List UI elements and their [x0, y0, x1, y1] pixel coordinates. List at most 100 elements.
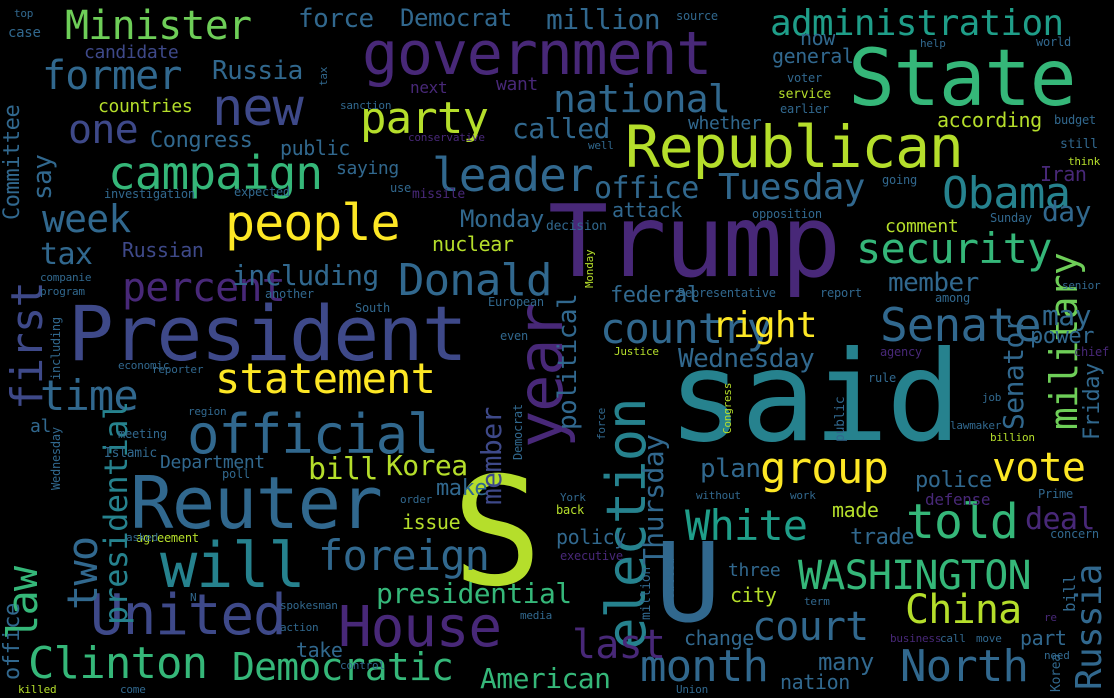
word-among: among: [935, 291, 970, 305]
word-including: including: [232, 259, 379, 292]
word-executive: back: [556, 503, 584, 517]
word-make: make: [436, 476, 488, 501]
word-come: need: [1044, 649, 1070, 662]
word-office: office: [594, 171, 699, 206]
word-secretary: office: [0, 603, 25, 680]
word-called: called: [512, 112, 610, 145]
word-investigation: investigation: [104, 187, 195, 201]
word-told: told: [906, 494, 1019, 550]
word-day: day: [1042, 195, 1091, 228]
word-russia: Russia: [212, 56, 303, 86]
word-without: order: [400, 493, 433, 506]
word-north: North: [900, 641, 1029, 692]
word-nation: nation: [780, 670, 850, 694]
word-companie: companie: [40, 271, 92, 284]
word-wednesday: Wednesday: [678, 344, 815, 374]
word-need: business: [890, 632, 942, 645]
word-bill: bill: [308, 452, 378, 487]
word-national: national: [553, 77, 731, 121]
word-representative: Representative: [678, 286, 776, 300]
word-court: court: [752, 604, 869, 650]
word-policy: policy: [556, 525, 626, 549]
word-u: U: [655, 519, 721, 647]
word-military: Committee: [0, 104, 25, 220]
word-syria: even: [500, 329, 528, 343]
word-intelligence: force: [595, 407, 608, 440]
word-international: killed: [18, 683, 57, 696]
word-city: city: [730, 583, 777, 607]
word-missile: missile: [412, 187, 465, 202]
word-killed: move: [976, 632, 1002, 645]
word-president: President: [68, 289, 468, 378]
word-administration: administration: [770, 3, 1064, 44]
word-comment: comment: [885, 216, 959, 237]
word-law: one: [68, 107, 139, 153]
word-order: Congress: [721, 382, 734, 434]
word-islamic: meeting: [118, 427, 167, 441]
word-reporter: including: [49, 317, 63, 380]
word-committee: Thursday: [637, 434, 670, 565]
word-campaign: campaign: [108, 146, 323, 200]
word-al: economic: [118, 359, 170, 372]
word-american: American: [480, 662, 611, 695]
word-take: take: [296, 638, 343, 662]
word-talk: Friday: [1080, 363, 1105, 440]
word-change: change: [684, 626, 754, 650]
word-lawmaker: lawmaker: [950, 419, 1002, 432]
word-nuclear: nuclear: [432, 232, 514, 256]
word-concern: work: [790, 489, 816, 502]
word-conservative: conservative: [408, 131, 485, 144]
word-friday: say: [28, 154, 58, 200]
word-saying: saying: [336, 158, 399, 179]
word-region: poll: [222, 467, 250, 481]
word-democrat: Democrat: [400, 4, 512, 32]
word-asked: concern: [1050, 527, 1099, 541]
word-trade: trade: [850, 525, 915, 550]
word-back: defense: [925, 490, 991, 509]
word-spokesman: executive: [560, 549, 623, 563]
word-force: force: [298, 4, 374, 34]
word-candidate: candidate: [84, 42, 179, 63]
word-white: White: [685, 501, 808, 550]
word-according: according: [937, 108, 1042, 132]
word-official: official: [187, 403, 440, 466]
word-former: former: [42, 53, 183, 99]
word-defense: million: [639, 567, 654, 620]
word-member: member: [888, 268, 979, 298]
word-will: will: [160, 529, 306, 602]
word-even: region: [188, 405, 227, 418]
word-three: three: [728, 560, 781, 581]
word-republican: Republican: [625, 113, 964, 181]
word-vote: vote: [992, 445, 1086, 491]
word-time: percent: [122, 265, 286, 311]
word-business: control: [340, 659, 385, 672]
word-media: spokesman: [280, 599, 338, 612]
word-senate: first: [2, 281, 53, 410]
word-security: security: [856, 224, 1052, 273]
word-federal: federal: [610, 283, 700, 308]
word-eu: sanction: [340, 99, 392, 112]
word-job: job: [982, 391, 1002, 404]
word-led: Monday: [583, 249, 596, 288]
word-opposition: opposition: [752, 207, 822, 221]
word-source: source: [676, 9, 718, 23]
word-tax: tax: [40, 237, 93, 272]
word-work: York: [560, 491, 586, 504]
word-part: part: [1020, 626, 1067, 650]
word-first: foreign: [318, 531, 490, 580]
word-house: House: [338, 595, 502, 660]
word-monday: Monday: [460, 205, 544, 233]
word-general: general: [772, 44, 854, 68]
word-russian: Russian: [122, 238, 204, 262]
word-week: country: [600, 304, 772, 353]
word-congress: Congress: [150, 128, 253, 153]
word-people: people: [225, 194, 401, 252]
word-chief: chief: [1074, 345, 1109, 359]
word-poll: Wednesday: [49, 427, 63, 490]
word-billion: billion: [990, 431, 1035, 444]
word-top: top: [14, 7, 34, 20]
word-tuesday: right: [712, 305, 817, 346]
word-world: world: [1036, 35, 1071, 49]
word-united: United: [90, 583, 287, 648]
word-war: bill: [1060, 574, 1079, 612]
